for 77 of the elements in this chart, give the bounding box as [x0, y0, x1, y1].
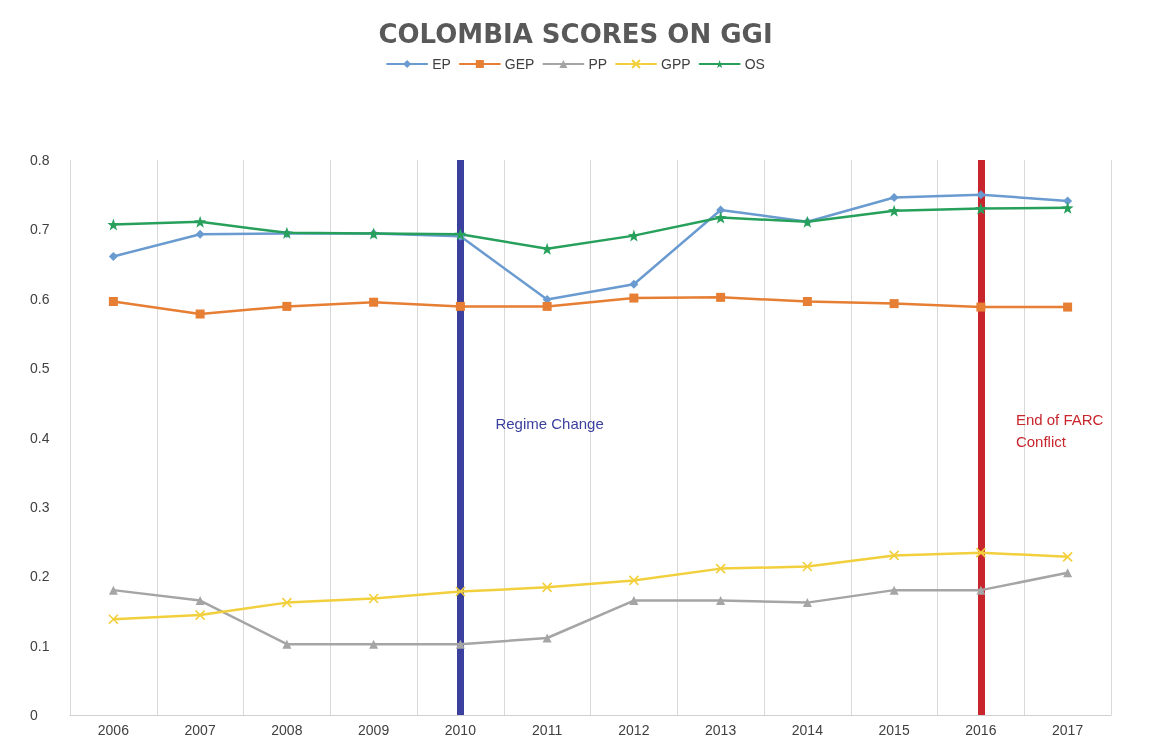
- legend-label: GEP: [504, 56, 535, 72]
- point: [368, 593, 379, 604]
- legend-label: OS: [744, 56, 765, 72]
- point: [976, 585, 986, 595]
- point: [976, 302, 986, 312]
- chart-title: COLOMBIA SCORES ON GGI: [378, 19, 773, 49]
- point: [889, 299, 899, 309]
- point: [629, 293, 639, 303]
- point: [108, 297, 118, 307]
- point: [369, 297, 379, 307]
- point: [1063, 196, 1073, 206]
- x-tick-label: 2008: [271, 722, 303, 738]
- point: [282, 301, 292, 311]
- x-tick-label: 2010: [444, 722, 477, 738]
- point: [716, 292, 726, 302]
- point: [194, 215, 207, 228]
- x-tick-label: 2011: [532, 722, 563, 738]
- y-tick-label: 0.1: [30, 637, 50, 654]
- x-tick-label: 2012: [618, 722, 650, 738]
- x-tick-label: 2006: [97, 722, 130, 738]
- legend-label: GPP: [661, 56, 691, 72]
- point: [195, 229, 205, 239]
- point: [1061, 201, 1074, 214]
- point: [369, 639, 379, 649]
- point: [975, 547, 987, 558]
- x-tick-label: 2014: [791, 722, 824, 738]
- point: [542, 301, 552, 311]
- point: [629, 596, 639, 606]
- point: [1062, 551, 1073, 563]
- point: [888, 550, 900, 561]
- point: [802, 561, 813, 572]
- point: [802, 598, 812, 608]
- point: [195, 309, 205, 319]
- point: [195, 596, 205, 606]
- point: [107, 218, 120, 231]
- point: [716, 596, 726, 606]
- y-tick-label: 0.3: [30, 498, 50, 515]
- point: [888, 204, 901, 217]
- y-tick-label: 0.8: [30, 152, 50, 168]
- y-tick-label: 0: [30, 707, 38, 723]
- x-tick-label: 2013: [705, 722, 737, 738]
- x-tick-label: 2007: [184, 722, 216, 738]
- point: [628, 575, 640, 586]
- y-tick-label: 0.4: [30, 429, 50, 446]
- point: [108, 251, 118, 261]
- point: [976, 190, 986, 200]
- x-tick-label: 2017: [1052, 722, 1084, 738]
- point: [541, 582, 553, 593]
- point: [108, 585, 118, 595]
- annotation: End of FARC Conflict: [1015, 411, 1104, 451]
- point: [455, 639, 465, 649]
- point: [627, 229, 640, 242]
- y-tick-label: 0.7: [30, 221, 50, 238]
- point: [889, 192, 899, 202]
- x-tick-label: 2016: [965, 722, 997, 738]
- annotation: Regime Change: [495, 415, 604, 433]
- point: [281, 597, 293, 608]
- point: [974, 202, 987, 215]
- point: [455, 301, 465, 311]
- x-tick-label: 2009: [358, 722, 390, 738]
- y-tick-label: 0.2: [30, 568, 50, 585]
- point: [715, 563, 726, 574]
- point: [714, 211, 727, 224]
- legend-label: EP: [432, 56, 451, 72]
- point: [889, 585, 899, 595]
- y-tick-label: 0.6: [30, 290, 50, 307]
- point: [194, 609, 206, 621]
- point: [716, 205, 726, 215]
- x-tick-label: 2015: [878, 722, 910, 738]
- y-tick-label: 0.5: [30, 360, 50, 377]
- legend-label: PP: [588, 56, 608, 72]
- point: [282, 639, 292, 649]
- point: [455, 586, 466, 597]
- point: [108, 613, 119, 625]
- point: [629, 279, 639, 289]
- point: [802, 297, 812, 307]
- point: [1063, 302, 1073, 312]
